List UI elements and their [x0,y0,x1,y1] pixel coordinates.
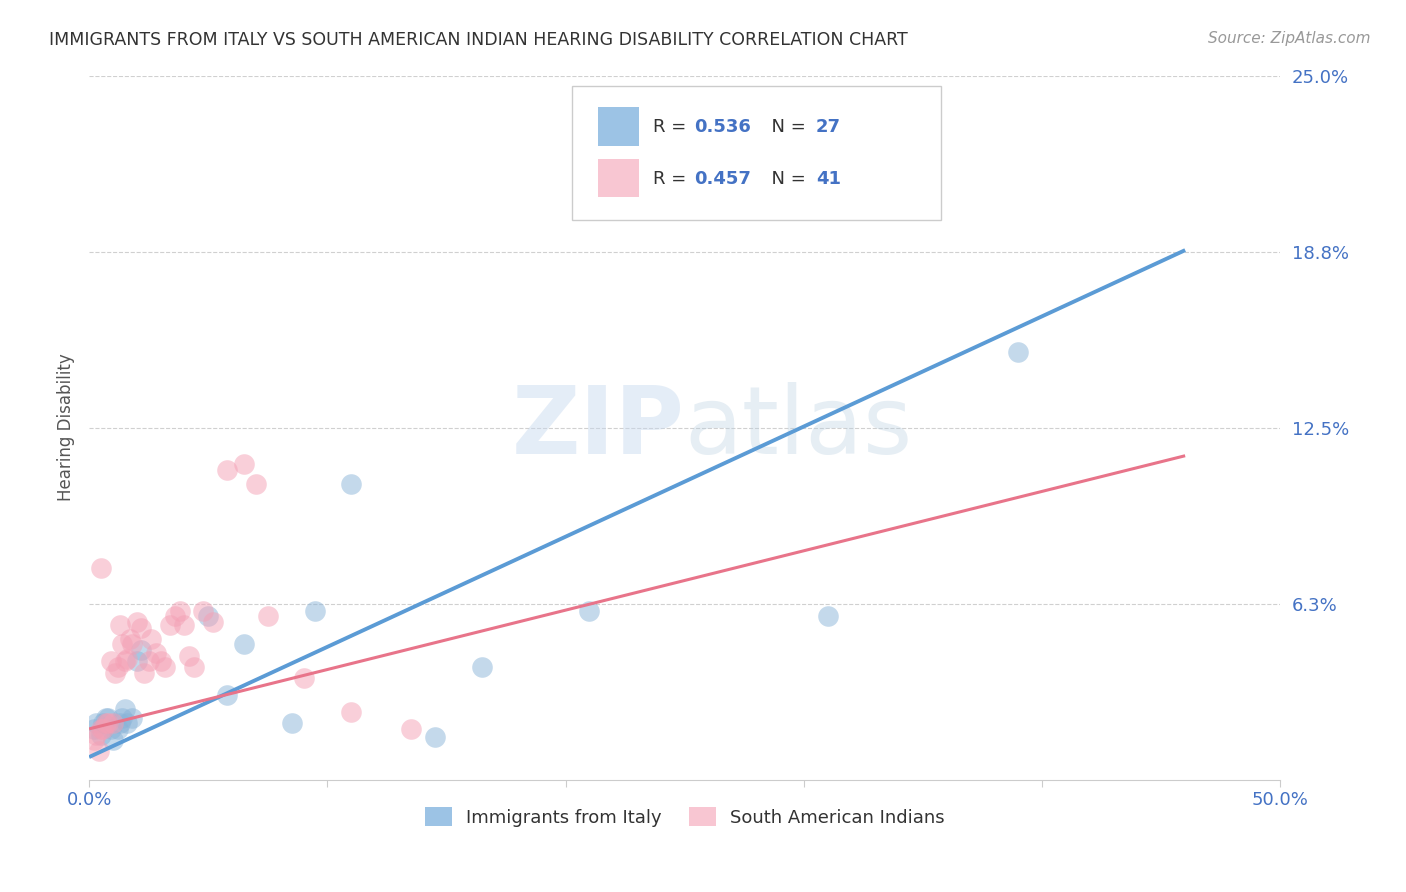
Text: 27: 27 [815,118,841,136]
Text: 41: 41 [815,170,841,188]
Point [90,561,112,575]
Point [108,617,131,632]
Point [340,476,363,491]
Point [114,702,136,716]
Point [245,476,267,491]
Point [83,733,105,747]
Point [280,716,302,731]
Point [179,648,201,663]
Point [578,604,600,618]
Point [125,654,148,668]
Point [139,632,162,646]
Y-axis label: Hearing Disability: Hearing Disability [58,354,75,501]
Point [159,617,181,632]
Point [100,722,122,736]
Point [201,615,224,629]
Point [173,617,195,632]
Point [101,716,124,731]
Point [115,651,138,665]
Text: N =: N = [759,170,811,188]
Point [115,716,138,731]
Point [138,654,160,668]
Point [111,637,134,651]
Text: 0.457: 0.457 [695,170,751,188]
Point [84,727,107,741]
Point [1007,344,1029,359]
Point [107,722,129,736]
FancyBboxPatch shape [598,159,640,197]
Point [131,621,153,635]
Point [145,646,167,660]
Point [399,722,422,736]
Point [217,463,239,477]
Point [93,716,115,731]
Point [233,457,256,471]
Point [471,660,494,674]
Point [118,632,141,646]
Point [163,609,186,624]
Point [292,671,315,685]
Point [87,744,110,758]
Text: R =: R = [652,170,692,188]
Point [256,609,278,624]
Point [101,733,124,747]
Point [149,654,172,668]
Point [193,604,215,618]
Point [423,731,446,745]
Point [97,716,120,731]
Point [131,643,153,657]
Point [817,609,839,624]
Text: 0.536: 0.536 [695,118,751,136]
FancyBboxPatch shape [572,87,941,219]
Point [169,604,191,618]
Point [93,722,115,736]
Point [132,665,155,680]
Legend: Immigrants from Italy, South American Indians: Immigrants from Italy, South American In… [418,800,952,834]
Text: ZIP: ZIP [512,382,685,474]
Point [121,637,143,651]
Text: R =: R = [652,118,692,136]
Point [340,705,363,719]
Point [97,711,120,725]
Point [84,716,107,731]
Point [183,660,205,674]
Point [107,660,129,674]
Point [94,711,117,725]
Point [155,660,177,674]
Point [304,604,326,618]
Point [217,688,239,702]
FancyBboxPatch shape [598,107,640,146]
Point [83,722,105,736]
Point [104,665,127,680]
Text: atlas: atlas [685,382,912,474]
Point [114,654,136,668]
Point [90,727,112,741]
Point [100,654,122,668]
Point [233,637,256,651]
Text: Source: ZipAtlas.com: Source: ZipAtlas.com [1208,31,1371,46]
Point [125,615,148,629]
Point [94,716,117,731]
Point [197,609,219,624]
Point [121,711,143,725]
Point [108,716,131,731]
Text: IMMIGRANTS FROM ITALY VS SOUTH AMERICAN INDIAN HEARING DISABILITY CORRELATION CH: IMMIGRANTS FROM ITALY VS SOUTH AMERICAN … [49,31,908,49]
Point [90,722,112,736]
Point [111,711,134,725]
Text: N =: N = [759,118,811,136]
